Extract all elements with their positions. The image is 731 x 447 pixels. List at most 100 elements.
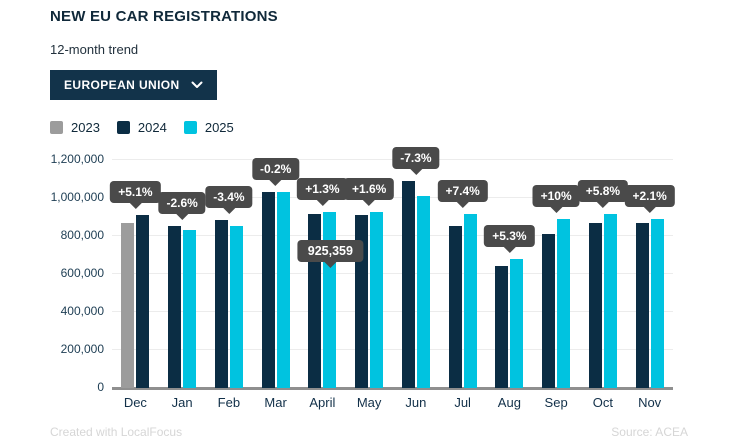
y-axis-tick: 600,000 [60,266,104,280]
change-label-mar: -0.2% [251,157,300,186]
legend-swatch-2023 [50,121,63,134]
bar-2023-dec[interactable] [121,223,135,388]
credit-text: Created with LocalFocus [50,425,183,439]
x-axis-label-may: May [356,395,382,410]
bars-jul [448,214,477,388]
bar-group-mar: -0.2% Mar [251,157,300,410]
legend-swatch-2024 [116,121,130,134]
bar-2024-feb[interactable] [214,220,228,388]
region-dropdown-label: EUROPEAN UNION [64,78,180,92]
bar-2025-aug[interactable] [510,259,524,388]
source-text: Source: ACEA [611,425,688,439]
bars-jun [401,180,430,388]
legend-label-2024: 2024 [137,120,167,135]
change-label-jun: -7.3% [392,146,440,175]
region-dropdown[interactable]: EUROPEAN UNION [50,70,217,100]
bar-2025-mar[interactable] [276,192,290,388]
x-axis-label-jul: Jul [454,395,471,410]
x-axis-label-april: April [309,395,336,410]
bar-2025-may[interactable] [370,212,384,388]
change-label-sep: +10% [532,185,580,214]
bar-group-sep: +10% Sep [532,160,580,410]
bar-group-jan: -2.6% Jan [158,160,206,410]
legend-item-2024[interactable]: 2024 [116,120,167,135]
bar-2024-sep[interactable] [542,234,556,388]
bars-april [308,212,337,388]
legend-swatch-2025 [183,121,197,134]
legend-item-2023[interactable]: 2023 [50,120,100,135]
bars-aug [495,259,524,388]
x-axis-label-sep: Sep [544,395,568,410]
bar-2025-april[interactable] [323,212,337,388]
bars-nov [635,219,664,388]
bar-2025-jul[interactable] [463,214,477,388]
change-label-feb: -3.4% [205,186,253,215]
x-axis-label-jan: Jan [171,395,193,410]
change-label-nov: +2.1% [624,185,675,214]
bar-2024-jun[interactable] [401,180,415,388]
change-label-jan: -2.6% [158,192,206,221]
bar-group-feb: -3.4% Feb [205,160,253,410]
bar-2024-nov[interactable] [635,222,649,388]
bar-2025-nov[interactable] [650,219,664,388]
gridline [112,349,673,350]
gridline [112,311,673,312]
y-axis-tick: 1,000,000 [50,190,104,204]
bars-may [355,212,384,388]
bars-jan [168,226,197,388]
y-axis-tick: 800,000 [60,228,104,242]
y-axis-tick: 400,000 [60,304,104,318]
bar-group-april: +1.3% 925,359 April [297,160,363,410]
change-label-aug: +5.3% [484,225,535,254]
bar-2024-mar[interactable] [261,191,275,388]
bar-2024-may[interactable] [355,214,369,388]
bar-group-nov: +2.1% Nov [624,160,675,410]
change-label-may: +1.6% [343,178,395,207]
bars-mar [261,191,290,388]
bars-oct [588,213,617,388]
page-title: NEW EU CAR REGISTRATIONS [50,8,278,25]
x-axis-label-jun: Jun [405,395,427,410]
bar-2024-dec[interactable] [136,215,150,388]
gridline [112,273,673,274]
x-axis-label-mar: Mar [264,395,287,410]
bar-group-dec: +5.1% Dec [110,160,161,410]
bar-2024-oct[interactable] [588,223,602,388]
bar-2024-aug[interactable] [495,265,509,388]
bar-group-oct: +5.8% Oct [577,160,629,410]
change-label-dec: +5.1% [110,181,161,210]
bar-2025-jan[interactable] [183,230,197,388]
y-axis-tick: 0 [97,380,104,394]
y-axis-tick: 1,200,000 [50,152,104,166]
change-label-jul: +7.4% [437,180,488,209]
bar-group-aug: +5.3% Aug [484,160,535,410]
change-label-oct: +5.8% [577,179,629,208]
bar-2024-jul[interactable] [448,226,462,388]
bar-2025-feb[interactable] [229,225,243,388]
bar-2024-jan[interactable] [168,226,182,388]
x-axis-line [112,387,673,390]
legend-label-2025: 2025 [204,120,234,135]
bar-2025-oct[interactable] [603,213,617,388]
x-axis-label-dec: Dec [123,395,147,410]
y-axis-tick: 200,000 [60,342,104,356]
bar-group-jul: +7.4% Jul [437,160,488,410]
gridline [112,235,673,236]
bars-sep [542,219,571,388]
bar-2025-jun[interactable] [416,196,430,388]
bars-dec [121,215,150,388]
bar-2024-april[interactable] [308,214,322,388]
chevron-down-icon [191,81,203,89]
bar-group-may: +1.6% May [343,160,395,410]
x-axis-label-oct: Oct [592,395,613,410]
legend-item-2025[interactable]: 2025 [183,120,234,135]
change-label-april: +1.3% [297,178,348,207]
x-axis-label-aug: Aug [497,395,521,410]
x-axis-label-nov: Nov [638,395,662,410]
bar-2025-sep[interactable] [557,219,571,388]
legend: 2023 2024 2025 [50,120,234,135]
plot-area: +5.1% Dec -2.6% Jan -3.4% Feb -0.2% Mar +1.3% 925… [110,146,675,410]
legend-label-2023: 2023 [71,120,100,135]
bar-group-jun: -7.3% Jun [392,146,440,410]
